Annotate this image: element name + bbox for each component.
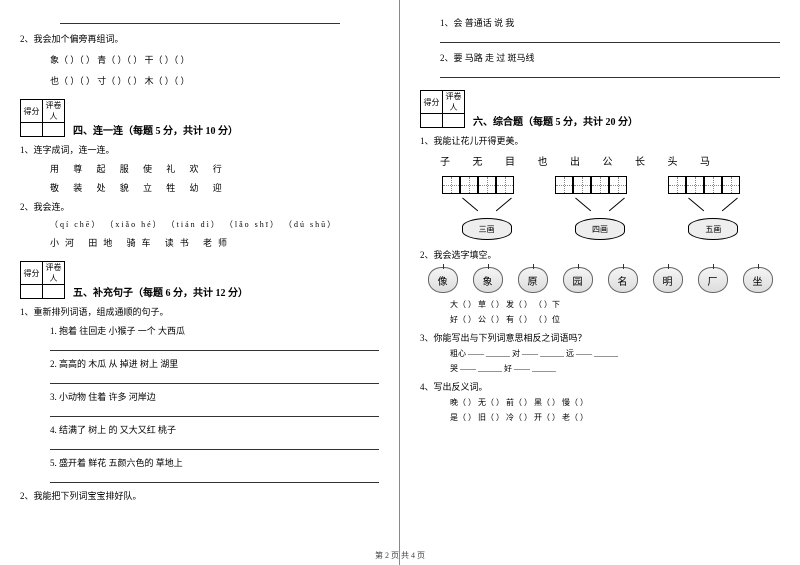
- radical-row-2: 也（ ）（ ） 寸（ ）（ ） 木（ ）（ ）: [50, 74, 379, 87]
- answer-line: [60, 14, 340, 24]
- pot-2: 四画: [575, 218, 625, 240]
- answer-line: [440, 33, 780, 43]
- pot-1: 三画: [462, 218, 512, 240]
- apple: 园: [563, 267, 593, 293]
- apple: 原: [518, 267, 548, 293]
- score-header: 得分: [421, 91, 443, 114]
- q-add-radical: 2、我会加个偏旁再组词。: [20, 32, 379, 45]
- score-cell: [421, 114, 443, 128]
- answer-line: [50, 374, 379, 384]
- fan-lines: [668, 198, 758, 218]
- s5-i1: 1. 抱着 往回走 小猴子 一个 大西瓜: [50, 324, 379, 351]
- r-q1: 1、会 普通话 说 我: [440, 16, 780, 29]
- s5-i1-text: 1. 抱着 往回走 小猴子 一个 大西瓜: [50, 326, 185, 336]
- s4-pinyin: （qí chē） （xiǎo hé） （tián dì） （lǎo shī） （…: [50, 219, 379, 230]
- grid-box: [668, 176, 758, 194]
- s5-i5: 5. 盛开着 鲜花 五颜六色的 草地上: [50, 456, 379, 483]
- apple: 明: [653, 267, 683, 293]
- grader-cell: [443, 114, 465, 128]
- s6-q2: 2、我会选字填空。: [420, 248, 780, 261]
- s5-i2: 2. 高高的 木瓜 从 掉进 树上 湖里: [50, 357, 379, 384]
- r-q2: 2、要 马路 走 过 斑马线: [440, 51, 780, 64]
- score-cell: [21, 285, 43, 299]
- apple: 厂: [698, 267, 728, 293]
- score-table: 得分评卷人: [20, 99, 65, 137]
- flower-diagram: 三画 四画 五画: [430, 176, 770, 240]
- s4-row1: 用 尊 起 服 使 礼 欢 行: [50, 162, 379, 175]
- flower-1: 三画: [442, 176, 532, 240]
- s4-q2: 2、我会连。: [20, 200, 379, 213]
- s6-chars: 子 无 目 也 出 公 长 头 马: [440, 153, 780, 168]
- right-column: 1、会 普通话 说 我 2、要 马路 走 过 斑马线 得分评卷人 六、综合题（每…: [400, 0, 800, 565]
- s5-i5-text: 5. 盛开着 鲜花 五颜六色的 草地上: [50, 458, 183, 468]
- paren-row-4: 哭 —— ______ 好 —— ______: [450, 363, 780, 374]
- flower-3: 五画: [668, 176, 758, 240]
- apple: 像: [428, 267, 458, 293]
- s5-i3-text: 3. 小动物 住着 许多 河岸边: [50, 392, 156, 402]
- answer-line: [50, 440, 379, 450]
- score-box-4: 得分评卷人 四、连一连（每题 5 分，共计 10 分）: [20, 99, 379, 137]
- paren-row-2: 好（ ） 公（ ） 有（ ） （ ）位: [450, 314, 780, 325]
- paren-row-5: 晚（ ） 无（ ） 前（ ） 黑（ ） 慢（ ）: [450, 397, 780, 408]
- apple-row: 像 象 原 园 名 明 厂 坐: [420, 267, 780, 293]
- paren-row-3: 粗心 —— ______ 对 —— ______ 远 —— ______: [450, 348, 780, 359]
- fan-lines: [442, 198, 532, 218]
- apple: 名: [608, 267, 638, 293]
- grader-header: 评卷人: [43, 100, 65, 123]
- grid-box: [442, 176, 532, 194]
- answer-line: [50, 341, 379, 351]
- grader-header: 评卷人: [443, 91, 465, 114]
- s4-row2: 敬 装 处 貌 立 牲 幼 迎: [50, 181, 379, 194]
- paren-row-1: 大（ ） 草（ ） 发（ ） （ ）下: [450, 299, 780, 310]
- left-column: 2、我会加个偏旁再组词。 象（ ）（ ） 青（ ）（ ） 干（ ）（ ） 也（ …: [0, 0, 400, 565]
- s6-q1: 1、我能让花儿开得更美。: [420, 134, 780, 147]
- apple: 象: [473, 267, 503, 293]
- section-6-title: 六、综合题（每题 5 分，共计 20 分）: [473, 113, 638, 128]
- s5-i4: 4. 结满了 树上 的 又大又红 桃子: [50, 423, 379, 450]
- answer-line: [50, 473, 379, 483]
- section-5-title: 五、补充句子（每题 6 分，共计 12 分）: [73, 284, 248, 299]
- score-header: 得分: [21, 100, 43, 123]
- fan-lines: [555, 198, 645, 218]
- paren-row-6: 是（ ） 旧（ ） 冷（ ） 开（ ） 老（ ）: [450, 412, 780, 423]
- apple: 坐: [743, 267, 773, 293]
- score-table: 得分评卷人: [420, 90, 465, 128]
- pot-3: 五画: [688, 218, 738, 240]
- grader-cell: [43, 285, 65, 299]
- score-header: 得分: [21, 262, 43, 285]
- s4-words: 小河 田地 骑车 读书 老师: [50, 236, 379, 249]
- grid-box: [555, 176, 645, 194]
- s5-i3: 3. 小动物 住着 许多 河岸边: [50, 390, 379, 417]
- grader-header: 评卷人: [43, 262, 65, 285]
- radical-row-1: 象（ ）（ ） 青（ ）（ ） 干（ ）（ ）: [50, 53, 379, 66]
- score-table: 得分评卷人: [20, 261, 65, 299]
- answer-line: [50, 407, 379, 417]
- s6-q4: 4、写出反义词。: [420, 380, 780, 393]
- page-footer: 第 2 页 共 4 页: [0, 550, 800, 561]
- s5-q1: 1、重新排列词语，组成通顺的句子。: [20, 305, 379, 318]
- section-4-title: 四、连一连（每题 5 分，共计 10 分）: [73, 122, 238, 137]
- answer-line: [440, 68, 780, 78]
- s5-i2-text: 2. 高高的 木瓜 从 掉进 树上 湖里: [50, 359, 178, 369]
- exam-page: 2、我会加个偏旁再组词。 象（ ）（ ） 青（ ）（ ） 干（ ）（ ） 也（ …: [0, 0, 800, 565]
- flower-2: 四画: [555, 176, 645, 240]
- s5-i4-text: 4. 结满了 树上 的 又大又红 桃子: [50, 425, 176, 435]
- s5-q2: 2、我能把下列词宝宝排好队。: [20, 489, 379, 502]
- s4-q1: 1、连字成词，连一连。: [20, 143, 379, 156]
- s6-q3: 3、你能写出与下列词意思相反之词语吗？: [420, 331, 780, 344]
- score-box-6: 得分评卷人 六、综合题（每题 5 分，共计 20 分）: [420, 90, 780, 128]
- score-box-5: 得分评卷人 五、补充句子（每题 6 分，共计 12 分）: [20, 261, 379, 299]
- grader-cell: [43, 123, 65, 137]
- score-cell: [21, 123, 43, 137]
